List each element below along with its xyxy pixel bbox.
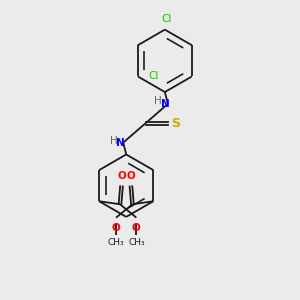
- Text: Cl: Cl: [148, 71, 159, 81]
- Text: O: O: [112, 223, 121, 233]
- Text: N: N: [116, 138, 125, 148]
- Text: CH₃: CH₃: [128, 238, 145, 247]
- Text: H: H: [110, 136, 118, 146]
- Text: H: H: [154, 96, 162, 106]
- Text: Cl: Cl: [161, 14, 172, 24]
- Text: O: O: [132, 223, 141, 233]
- Text: O: O: [127, 171, 135, 181]
- Text: N: N: [161, 99, 170, 109]
- Text: S: S: [171, 117, 180, 130]
- Text: CH₃: CH₃: [108, 238, 124, 247]
- Text: O: O: [117, 171, 126, 181]
